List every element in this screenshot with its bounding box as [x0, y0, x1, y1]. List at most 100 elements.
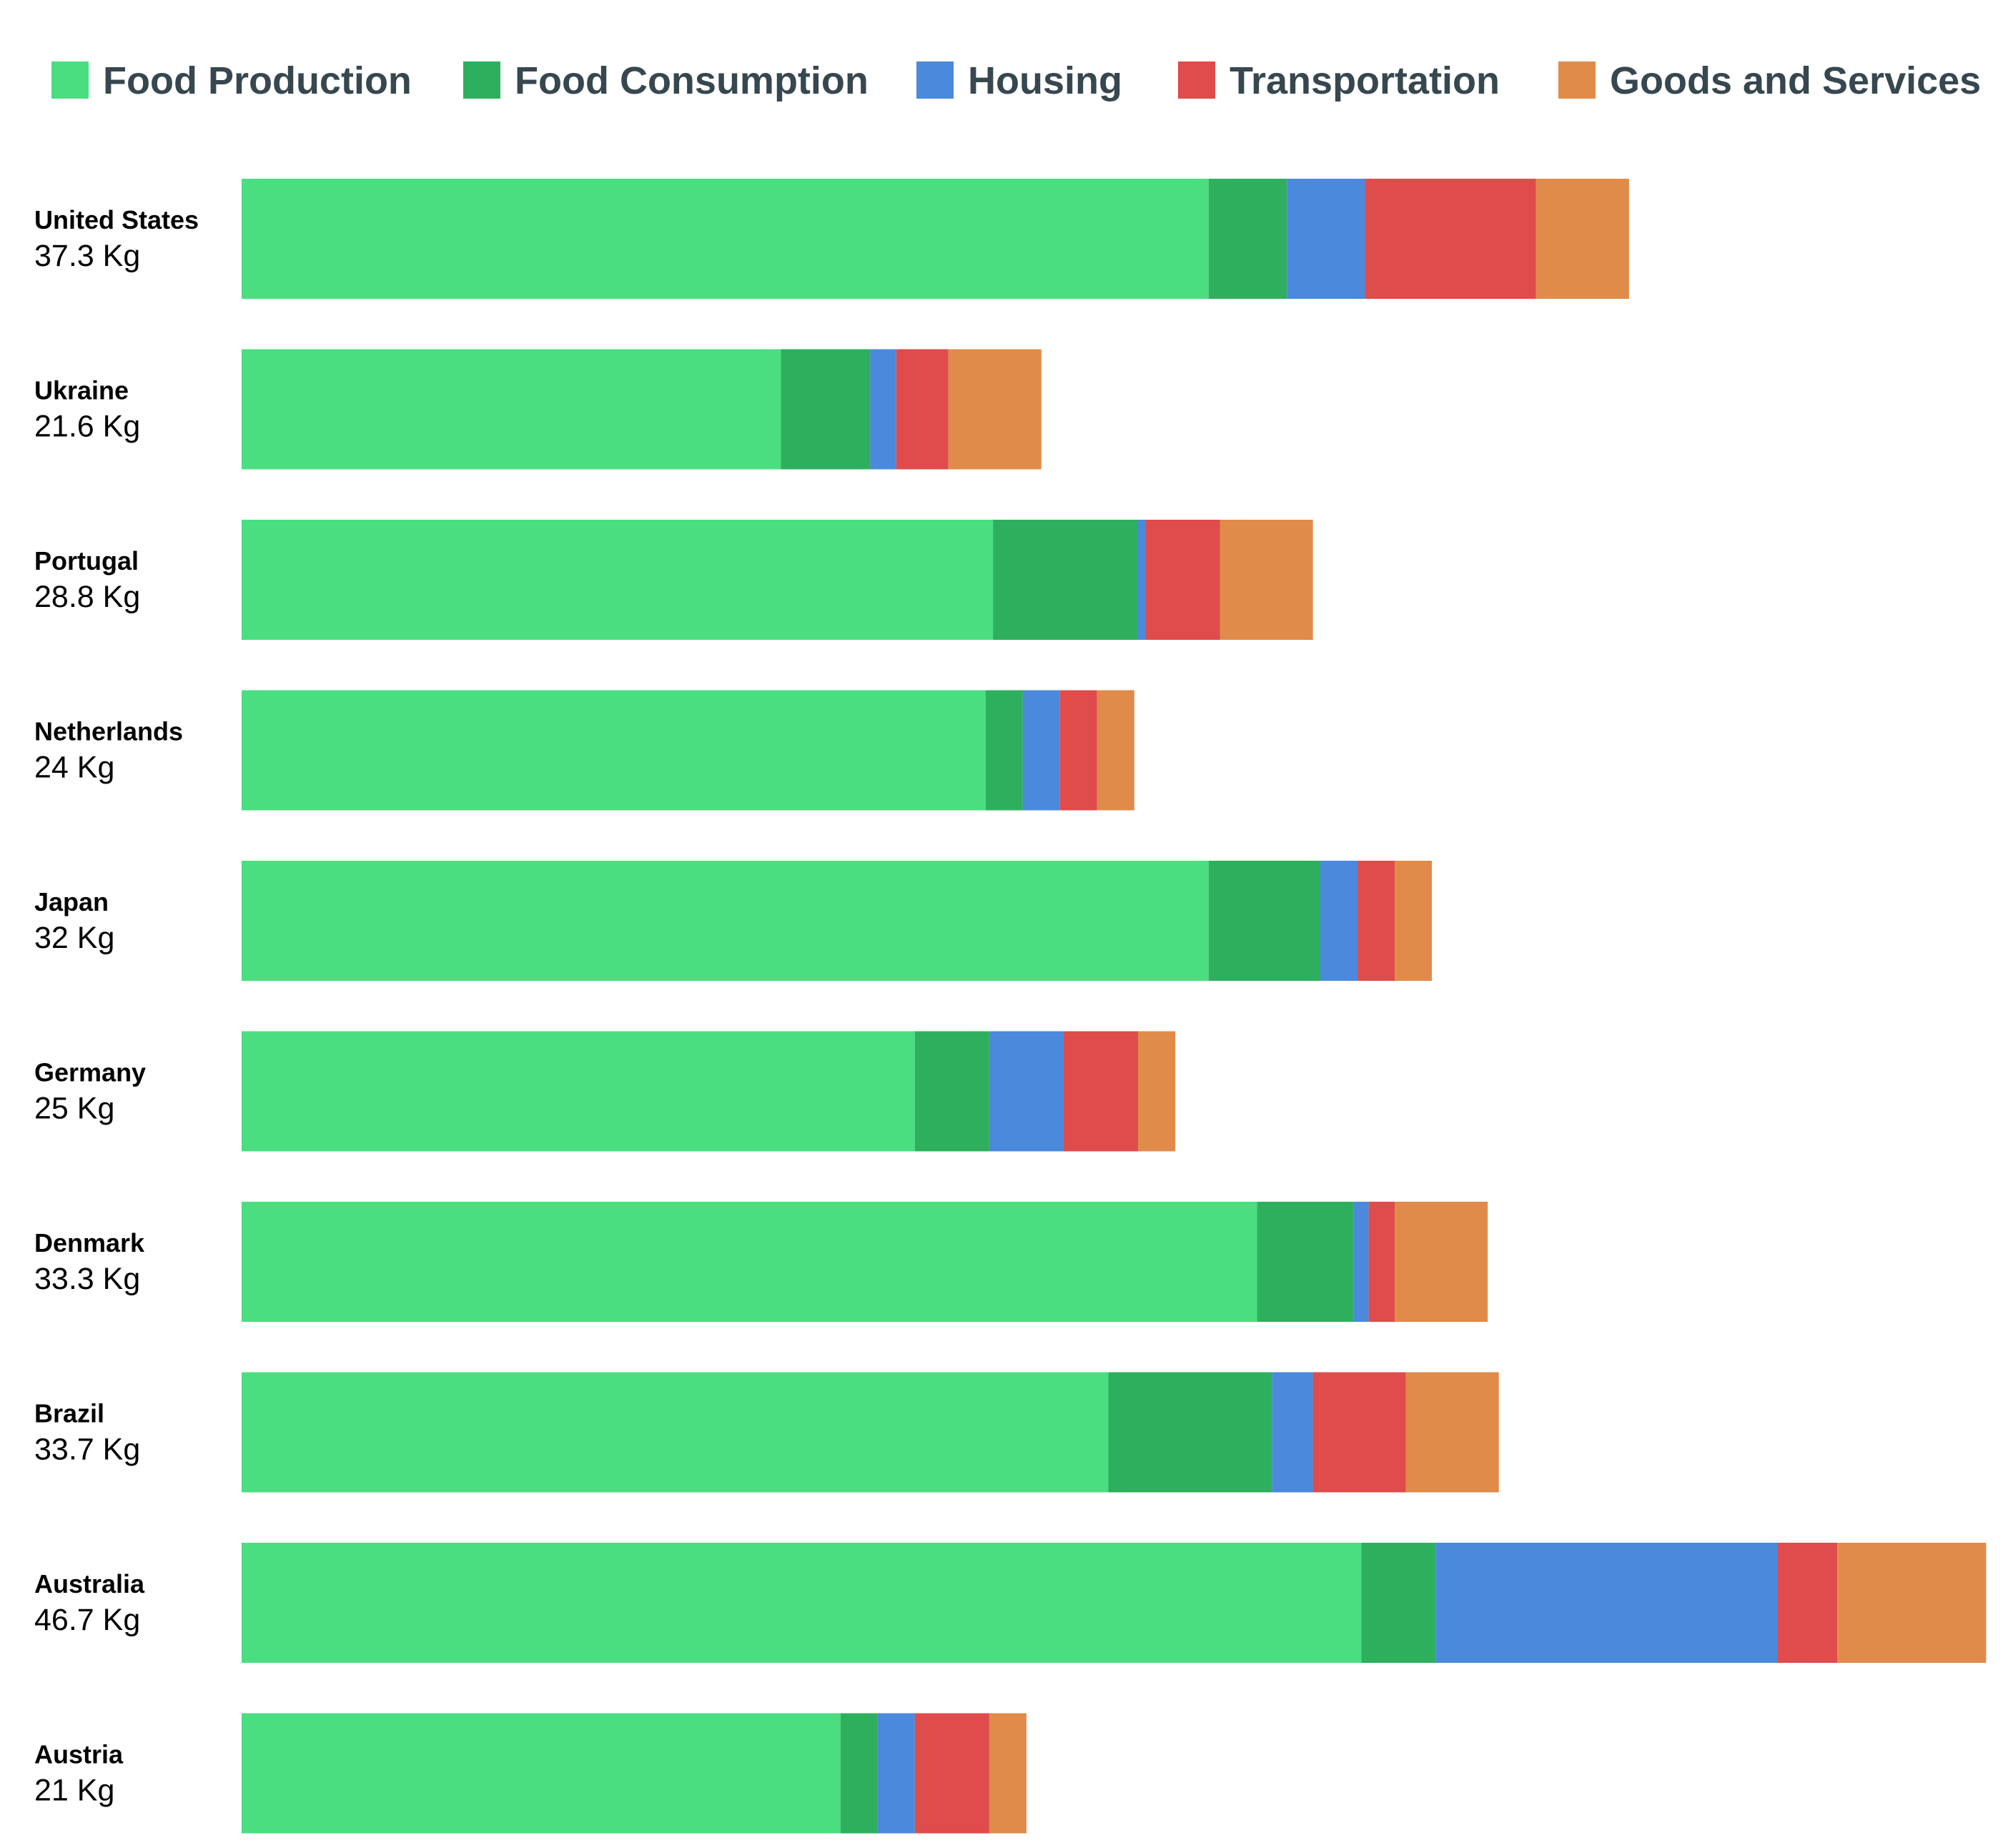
bar-segment-portugal-transportation[interactable] — [1145, 520, 1220, 640]
bar-segment-germany-housing[interactable] — [989, 1031, 1064, 1152]
category-labels: United States 37.3 Kg Ukraine 21.6 Kg Portug… — [34, 205, 199, 1808]
bar-segment-brazil-food-production[interactable] — [242, 1372, 1109, 1493]
total-label-brazil: 33.7 Kg — [34, 1433, 140, 1467]
bar-segment-netherlands-food-consumption[interactable] — [985, 690, 1023, 811]
category-label-group-netherlands: Netherlands 24 Kg — [34, 717, 183, 785]
bar-segment-netherlands-housing[interactable] — [1022, 690, 1060, 811]
bar-segment-germany-food-consumption[interactable] — [914, 1031, 989, 1152]
bar-segment-united-states-transportation[interactable] — [1365, 179, 1536, 299]
bar-segment-australia-food-consumption[interactable] — [1361, 1543, 1436, 1663]
bar-segment-japan-food-production[interactable] — [242, 861, 1209, 981]
bar-segment-united-states-goods-and-services[interactable] — [1535, 179, 1629, 299]
bar-segment-portugal-housing[interactable] — [1138, 520, 1146, 640]
total-label-netherlands: 24 Kg — [34, 751, 114, 785]
legend-label-food-production: Food Production — [103, 59, 412, 102]
bar-row-germany — [242, 1031, 1176, 1152]
legend-item-transportation[interactable]: Transportation — [1178, 59, 1500, 102]
bar-segment-austria-food-consumption[interactable] — [840, 1713, 878, 1834]
total-label-ukraine: 21.6 Kg — [34, 410, 140, 444]
total-label-australia: 46.7 Kg — [34, 1603, 140, 1637]
bar-segment-netherlands-transportation[interactable] — [1059, 690, 1097, 811]
legend-label-goods-and-services: Goods and Services — [1610, 59, 1981, 102]
bar-segment-brazil-housing[interactable] — [1272, 1372, 1313, 1493]
category-label-brazil: Brazil — [34, 1399, 104, 1428]
category-label-group-portugal: Portugal 28.8 Kg — [34, 546, 140, 614]
legend-swatch-goods-and-services — [1558, 61, 1596, 99]
bar-segment-united-states-food-consumption[interactable] — [1208, 179, 1287, 299]
bar-segment-brazil-transportation[interactable] — [1312, 1372, 1406, 1493]
bar-row-denmark — [242, 1202, 1488, 1322]
legend-item-goods-and-services[interactable]: Goods and Services — [1558, 59, 1981, 102]
bar-segment-austria-goods-and-services[interactable] — [989, 1713, 1027, 1834]
bar-segment-japan-food-consumption[interactable] — [1208, 861, 1320, 981]
bar-row-portugal — [242, 520, 1313, 640]
category-label-denmark: Denmark — [34, 1228, 145, 1257]
bar-segment-australia-transportation[interactable] — [1778, 1543, 1838, 1663]
bar-row-brazil — [242, 1372, 1499, 1493]
bar-segment-brazil-food-consumption[interactable] — [1108, 1372, 1272, 1493]
bar-segment-brazil-goods-and-services[interactable] — [1405, 1372, 1499, 1493]
bar-segment-denmark-food-production[interactable] — [242, 1202, 1257, 1322]
total-label-japan: 32 Kg — [34, 921, 114, 955]
total-label-austria: 21 Kg — [34, 1774, 114, 1808]
bar-segment-netherlands-food-production[interactable] — [242, 690, 986, 811]
bar-segment-netherlands-goods-and-services[interactable] — [1097, 690, 1134, 811]
legend-label-food-consumption: Food Consumption — [515, 59, 869, 102]
bar-segment-germany-food-production[interactable] — [242, 1031, 915, 1152]
category-label-group-australia: Australia 46.7 Kg — [34, 1569, 145, 1637]
bar-segment-austria-food-production[interactable] — [242, 1713, 841, 1834]
legend-item-housing[interactable]: Housing — [916, 59, 1122, 102]
bar-segment-denmark-transportation[interactable] — [1368, 1202, 1395, 1322]
bar-segment-austria-transportation[interactable] — [914, 1713, 989, 1834]
category-label-group-austria: Austria 21 Kg — [34, 1740, 124, 1808]
bar-segment-germany-goods-and-services[interactable] — [1138, 1031, 1176, 1152]
category-label-portugal: Portugal — [34, 546, 139, 575]
category-label-austria: Austria — [34, 1740, 124, 1769]
legend-swatch-housing — [916, 61, 954, 99]
bar-segment-japan-transportation[interactable] — [1357, 861, 1395, 981]
legend-item-food-consumption[interactable]: Food Consumption — [463, 59, 869, 102]
bar-segment-germany-transportation[interactable] — [1063, 1031, 1139, 1152]
bar-segment-denmark-goods-and-services[interactable] — [1395, 1202, 1488, 1322]
legend-item-food-production[interactable]: Food Production — [51, 59, 412, 102]
bar-segment-australia-housing[interactable] — [1435, 1543, 1779, 1663]
bar-segment-australia-food-production[interactable] — [242, 1543, 1362, 1663]
bar-segment-united-states-housing[interactable] — [1287, 179, 1365, 299]
category-label-group-japan: Japan 32 Kg — [34, 887, 114, 955]
bar-row-netherlands — [242, 690, 1134, 811]
bar-segment-austria-housing[interactable] — [877, 1713, 915, 1834]
bar-row-united-states — [242, 179, 1629, 299]
category-label-germany: Germany — [34, 1058, 146, 1087]
bar-row-austria — [242, 1713, 1027, 1834]
bar-segment-japan-housing[interactable] — [1320, 861, 1358, 981]
bar-segment-ukraine-housing[interactable] — [870, 349, 896, 470]
category-label-australia: Australia — [34, 1569, 145, 1599]
bar-row-ukraine — [242, 349, 1042, 470]
bar-row-japan — [242, 861, 1433, 981]
bar-segment-ukraine-goods-and-services[interactable] — [948, 349, 1042, 470]
category-label-group-united-states: United States 37.3 Kg — [34, 205, 199, 273]
bar-segment-portugal-food-consumption[interactable] — [993, 520, 1139, 640]
bar-segment-united-states-food-production[interactable] — [242, 179, 1209, 299]
bar-segment-portugal-goods-and-services[interactable] — [1220, 520, 1313, 640]
total-label-united-states: 37.3 Kg — [34, 239, 140, 273]
total-label-portugal: 28.8 Kg — [34, 580, 140, 614]
category-label-ukraine: Ukraine — [34, 376, 129, 405]
legend-label-housing: Housing — [968, 59, 1122, 102]
category-label-netherlands: Netherlands — [34, 717, 183, 746]
legend-swatch-transportation — [1178, 61, 1215, 99]
category-label-group-denmark: Denmark 33.3 Kg — [34, 1228, 145, 1296]
category-label-japan: Japan — [34, 887, 109, 916]
bar-segment-australia-goods-and-services[interactable] — [1837, 1543, 1987, 1663]
bar-segment-ukraine-food-consumption[interactable] — [781, 349, 871, 470]
bar-segment-denmark-housing[interactable] — [1353, 1202, 1369, 1322]
bar-segment-ukraine-transportation[interactable] — [896, 349, 949, 470]
bar-segment-denmark-food-consumption[interactable] — [1257, 1202, 1354, 1322]
bar-segment-japan-goods-and-services[interactable] — [1395, 861, 1433, 981]
bar-segment-ukraine-food-production[interactable] — [242, 349, 781, 470]
bar-segment-portugal-food-production[interactable] — [242, 520, 994, 640]
legend-label-transportation: Transportation — [1230, 59, 1500, 102]
bar-row-australia — [242, 1543, 1987, 1663]
